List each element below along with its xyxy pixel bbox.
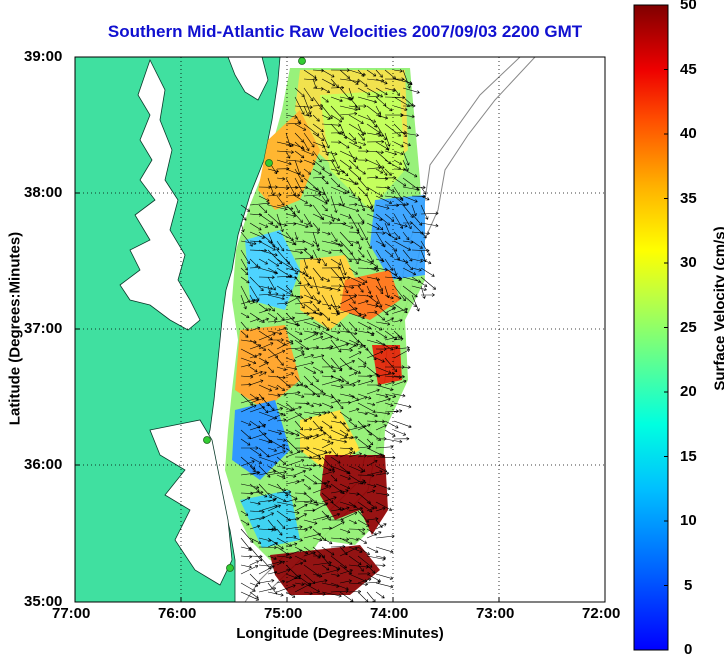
colorbar-ticks xyxy=(664,69,668,586)
pamlico-sound xyxy=(149,419,233,586)
colorbar-tick-label: 50 xyxy=(680,0,697,13)
land-mass xyxy=(75,57,281,602)
y-tick-label: 39:00 xyxy=(24,48,63,65)
x-tick-label: 73:00 xyxy=(476,605,515,622)
x-axis-label: Longitude (Degrees:Minutes) xyxy=(236,625,444,642)
x-tick-label: 75:00 xyxy=(264,605,303,622)
axis-ticks xyxy=(75,192,500,602)
velocity-field xyxy=(225,68,425,595)
colorbar-tick-label: 5 xyxy=(684,577,693,594)
colorbar-tick-label: 10 xyxy=(680,512,697,529)
vector-arrows xyxy=(240,68,439,602)
colorbar-tick-label: 45 xyxy=(680,61,697,78)
y-axis-label: Latitude (Degrees:Minutes) xyxy=(6,231,24,426)
delaware-bay xyxy=(227,57,269,101)
colorbar xyxy=(633,4,669,651)
y-tick-label: 37:00 xyxy=(24,320,63,337)
colorbar-tick-label: 25 xyxy=(680,319,697,336)
station-marker xyxy=(226,564,234,572)
radar-stations xyxy=(203,57,306,572)
chart-title: Southern Mid-Atlantic Raw Velocities 200… xyxy=(107,22,583,41)
colorbar-tick-label: 0 xyxy=(684,641,693,658)
y-tick-label: 38:00 xyxy=(24,184,63,201)
colorbar-label: Surface Velocity (cm/s) xyxy=(711,226,724,391)
x-tick-label: 77:00 xyxy=(52,605,91,622)
x-tick-label: 72:00 xyxy=(582,605,621,622)
x-tick-label: 76:00 xyxy=(158,605,197,622)
x-tick-label: 74:00 xyxy=(370,605,409,622)
station-marker xyxy=(265,159,273,167)
y-tick-label: 36:00 xyxy=(24,456,63,473)
velocity-vectors xyxy=(240,68,439,602)
grid-lines xyxy=(75,57,605,602)
station-marker xyxy=(298,57,306,65)
colorbar-tick-label: 30 xyxy=(680,254,697,271)
chesapeake-bay xyxy=(119,58,201,331)
colorbar-tick-label: 15 xyxy=(680,448,697,465)
colorbar-tick-label: 40 xyxy=(680,125,697,142)
y-tick-label: 35:00 xyxy=(24,593,63,610)
station-marker xyxy=(203,436,211,444)
colorbar-tick-label: 20 xyxy=(680,383,697,400)
colorbar-tick-label: 35 xyxy=(680,190,697,207)
